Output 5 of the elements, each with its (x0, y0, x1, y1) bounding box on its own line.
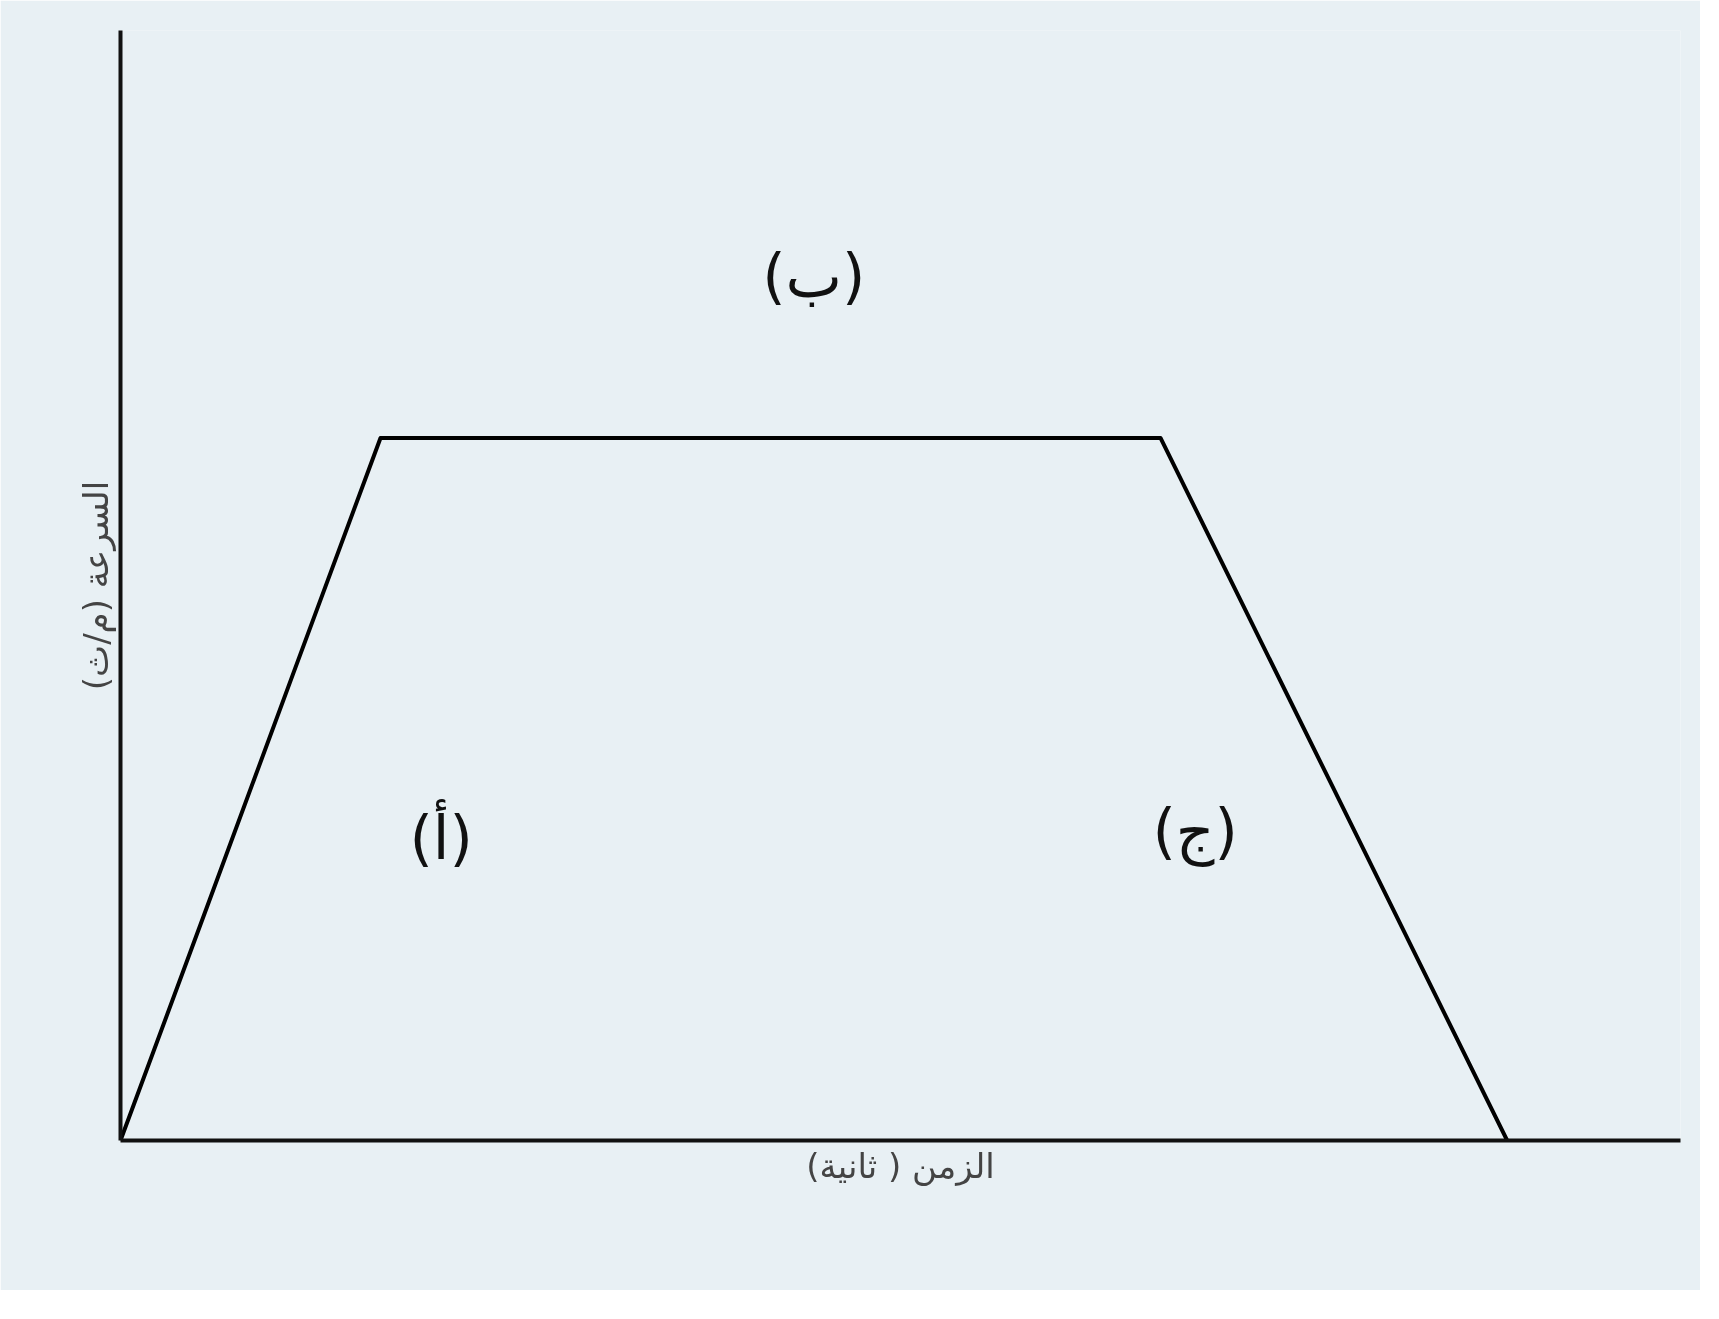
annotation: (أ) (409, 799, 473, 874)
annotation: (ج) (1152, 796, 1238, 868)
y-axis-title: السرعة (م/ث) (75, 480, 117, 691)
x-axis-title: الزمن ( ثانية) (806, 1145, 995, 1187)
text: (ب) (762, 241, 866, 312)
